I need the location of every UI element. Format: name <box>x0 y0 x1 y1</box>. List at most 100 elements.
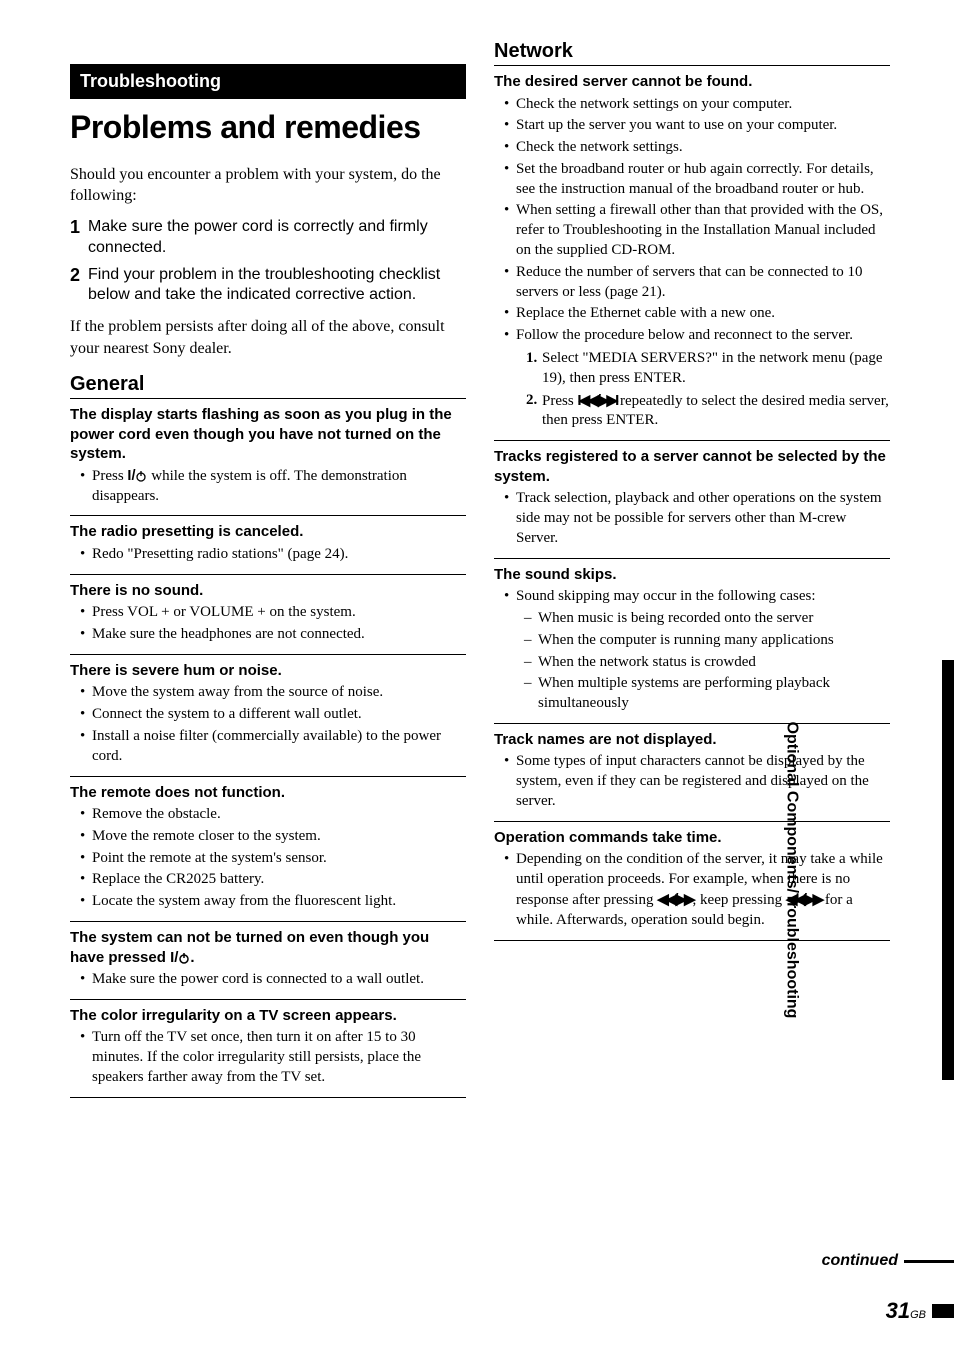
symptom: The color irregularity on a TV screen ap… <box>70 1006 466 1026</box>
trouble-block: Tracks registered to a server cannot be … <box>494 441 890 558</box>
symptom: The remote does not function. <box>70 783 466 803</box>
step-item: 1 Make sure the power cord is correctly … <box>70 217 466 259</box>
step-number: 1 <box>70 217 80 239</box>
trouble-block: The display starts flashing as soon as y… <box>70 398 466 516</box>
remedy-list: Press VOL + or VOLUME + on the system. M… <box>70 603 466 645</box>
symptom: The sound skips. <box>494 565 890 585</box>
step-text: Find your problem in the troubleshooting… <box>88 265 466 307</box>
remedy-item: Locate the system away from the fluoresc… <box>92 892 466 912</box>
symptom: The desired server cannot be found. <box>494 72 890 92</box>
trouble-block: The desired server cannot be found. Chec… <box>494 65 890 441</box>
symptom: Tracks registered to a server cannot be … <box>494 447 890 486</box>
trouble-block: There is no sound. Press VOL + or VOLUME… <box>70 575 466 655</box>
power-icon <box>178 952 190 964</box>
remedy-list: Make sure the power cord is connected to… <box>70 970 466 990</box>
remedy-list: Sound skipping may occur in the followin… <box>494 587 890 714</box>
remedy-item: Point the remote at the system's sensor. <box>92 849 466 869</box>
power-icon <box>135 470 147 482</box>
remedy-item: Make sure the power cord is connected to… <box>92 970 466 990</box>
remedy-list: Check the network settings on your compu… <box>494 95 890 432</box>
step-item: 2 Find your problem in the troubleshooti… <box>70 265 466 307</box>
remedy-item: Track selection, playback and other oper… <box>516 489 890 548</box>
symptom: There is no sound. <box>70 581 466 601</box>
page-number: 31GB <box>886 1298 926 1324</box>
remedy-item: Press VOL + or VOLUME + on the system. <box>92 603 466 623</box>
symptom: The system can not be turned on even tho… <box>70 928 466 967</box>
section-label: Troubleshooting <box>70 64 466 99</box>
network-heading: Network <box>494 40 890 63</box>
remedy-list: Redo "Presetting radio stations" (page 2… <box>70 545 466 565</box>
trouble-block: The sound skips. Sound skipping may occu… <box>494 559 890 724</box>
remedy-list: Turn off the TV set once, then turn it o… <box>70 1028 466 1087</box>
continued-label: continued <box>822 1252 898 1270</box>
substep-item: 2.Press I◀◀ /▶▶I repeatedly to select th… <box>528 391 890 432</box>
subdash-item: When the network status is crowded <box>526 653 890 673</box>
remedy-list: Remove the obstacle. Move the remote clo… <box>70 805 466 912</box>
remedy-item: Start up the server you want to use on y… <box>516 116 890 136</box>
intro-text-2: If the problem persists after doing all … <box>70 316 466 359</box>
left-column: Troubleshooting Problems and remedies Sh… <box>70 40 466 1098</box>
remedy-item: Check the network settings. <box>516 138 890 158</box>
remedy-item: Make sure the headphones are not connect… <box>92 625 466 645</box>
page-number-digits: 31 <box>886 1298 910 1323</box>
scan-icon: ◀◀/▶▶ <box>657 891 692 908</box>
remedy-item: Depending on the condition of the server… <box>516 850 890 930</box>
side-tab-bar <box>942 660 954 1080</box>
trouble-block: There is severe hum or noise. Move the s… <box>70 655 466 777</box>
continued-line <box>904 1260 954 1263</box>
remedy-item: Check the network settings on your compu… <box>516 95 890 115</box>
remedy-item: When setting a firewall other than that … <box>516 201 890 260</box>
symptom: The display starts flashing as soon as y… <box>70 405 466 464</box>
substep-list: 1.Select "MEDIA SERVERS?" in the network… <box>516 349 890 431</box>
substep-item: 1.Select "MEDIA SERVERS?" in the network… <box>528 349 890 389</box>
remedy-list: Move the system away from the source of … <box>70 683 466 766</box>
prev-next-icon: I◀◀ /▶▶I <box>577 392 616 409</box>
remedy-list: Some types of input characters cannot be… <box>494 752 890 811</box>
remedy-item: Replace the CR2025 battery. <box>92 870 466 890</box>
remedy-list: Press I/ while the system is off. The de… <box>70 467 466 507</box>
subdash-item: When music is being recorded onto the se… <box>526 609 890 629</box>
column-container: Troubleshooting Problems and remedies Sh… <box>70 40 890 1098</box>
symptom: There is severe hum or noise. <box>70 661 466 681</box>
remedy-item: Some types of input characters cannot be… <box>516 752 890 811</box>
remedy-item: Redo "Presetting radio stations" (page 2… <box>92 545 466 565</box>
page-number-bar <box>932 1304 954 1318</box>
trouble-block: The system can not be turned on even tho… <box>70 922 466 1000</box>
remedy-item: Move the system away from the source of … <box>92 683 466 703</box>
remedy-item: Install a noise filter (commercially ava… <box>92 727 466 767</box>
subdash-list: When music is being recorded onto the se… <box>516 609 890 714</box>
remedy-list: Track selection, playback and other oper… <box>494 489 890 548</box>
page-region: GB <box>910 1309 926 1321</box>
remedy-item: Replace the Ethernet cable with a new on… <box>516 304 890 324</box>
step-number: 2 <box>70 265 80 287</box>
remedy-item: Set the broadband router or hub again co… <box>516 160 890 200</box>
page-title: Problems and remedies <box>70 109 466 146</box>
page: Troubleshooting Problems and remedies Sh… <box>0 0 954 1352</box>
step-text: Make sure the power cord is correctly an… <box>88 217 466 259</box>
trouble-block: Track names are not displayed. Some type… <box>494 724 890 822</box>
remedy-item: Remove the obstacle. <box>92 805 466 825</box>
subdash-item: When the computer is running many applic… <box>526 631 890 651</box>
subdash-item: When multiple systems are performing pla… <box>526 674 890 714</box>
remedy-item: Connect the system to a different wall o… <box>92 705 466 725</box>
trouble-block: The color irregularity on a TV screen ap… <box>70 1000 466 1098</box>
trouble-block: The radio presetting is canceled. Redo "… <box>70 516 466 574</box>
right-column: Network The desired server cannot be fou… <box>494 40 890 1098</box>
remedy-item: Reduce the number of servers that can be… <box>516 263 890 303</box>
side-tab-label: Optional Components/Troubleshooting <box>783 722 801 1019</box>
general-heading: General <box>70 373 466 396</box>
symptom: Track names are not displayed. <box>494 730 890 750</box>
step-list: 1 Make sure the power cord is correctly … <box>70 217 466 306</box>
trouble-block: The remote does not function. Remove the… <box>70 777 466 922</box>
side-tab: Optional Components/Troubleshooting <box>916 660 954 1080</box>
remedy-list: Depending on the condition of the server… <box>494 850 890 930</box>
remedy-item: Turn off the TV set once, then turn it o… <box>92 1028 466 1087</box>
remedy-item: Follow the procedure below and reconnect… <box>516 326 890 431</box>
symptom: The radio presetting is canceled. <box>70 522 466 542</box>
trouble-block: Operation commands take time. Depending … <box>494 822 890 941</box>
intro-text: Should you encounter a problem with your… <box>70 164 466 207</box>
remedy-item: Press I/ while the system is off. The de… <box>92 467 466 507</box>
symptom: Operation commands take time. <box>494 828 890 848</box>
remedy-item: Sound skipping may occur in the followin… <box>516 587 890 714</box>
remedy-item: Move the remote closer to the system. <box>92 827 466 847</box>
